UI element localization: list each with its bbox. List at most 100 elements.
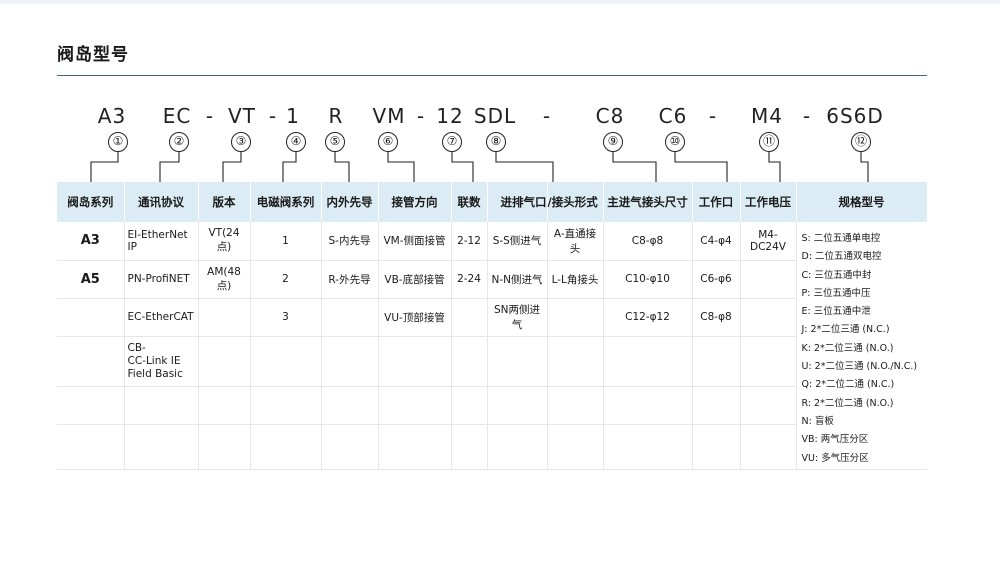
table-cell: C8-φ8	[692, 298, 741, 337]
table-cell	[740, 260, 797, 299]
table-row: CB- CC-Link IE Field Basic	[57, 336, 927, 387]
table-cell	[198, 386, 251, 425]
table-cell	[740, 424, 797, 470]
code-separator: -	[205, 104, 215, 128]
spec-model-item: U: 2*二位三通 (N.O./N.C.)	[801, 361, 918, 373]
table-row: A3 EI-EtherNet IP VT(24点) 1 S-内先导 VM-侧面接…	[57, 222, 927, 470]
table-cell	[603, 386, 693, 425]
code-segment: VM	[372, 104, 406, 128]
table-cell	[692, 386, 741, 425]
model-spec-table: 阀岛系列 通讯协议 版本 电磁阀系列 内外先导 接管方向 联数 进排气口 /接头…	[57, 182, 928, 470]
table-cell: S-S侧进气	[487, 222, 548, 261]
header-cell: 工作电压	[740, 182, 797, 222]
code-segment: SDL	[473, 104, 517, 128]
table-cell	[547, 298, 604, 337]
segment-number: ⑨	[603, 132, 623, 152]
header-cell: 接管方向	[378, 182, 452, 222]
spec-model-item: S: 二位五通单电控	[801, 233, 881, 244]
segment-number: ⑥	[378, 132, 398, 152]
code-separator: -	[802, 104, 812, 128]
table-cell: A-直通接头	[547, 222, 604, 261]
table-cell	[451, 386, 488, 425]
table-cell	[57, 424, 125, 470]
table-cell: VB-底部接管	[378, 260, 452, 299]
connector-8	[495, 152, 554, 182]
connector-10	[674, 152, 728, 182]
table-cell	[487, 336, 548, 387]
connector-1	[90, 152, 119, 182]
code-segment: VT	[228, 104, 256, 128]
connector-6	[387, 152, 415, 182]
table-cell: SN两侧进气	[487, 298, 548, 337]
table-cell	[692, 336, 741, 387]
spec-model-item: J: 2*二位三通 (N.C.)	[801, 324, 890, 336]
table-cell: C12-φ12	[603, 298, 693, 337]
table-cell	[57, 336, 125, 387]
connector-4	[282, 152, 297, 182]
table-cell	[321, 386, 379, 425]
header-cell: 版本	[198, 182, 251, 222]
header-cell: 电磁阀系列	[250, 182, 322, 222]
table-cell: VT(24点)	[198, 222, 251, 261]
header-cell: 阀岛系列	[57, 182, 125, 222]
table-cell: C6-φ6	[692, 260, 741, 299]
spec-model-item: C: 三位五通中封	[801, 269, 872, 281]
header-cell: 通讯协议	[124, 182, 199, 222]
table-cell: PN-ProfiNET	[124, 260, 199, 299]
table-cell: VM-侧面接管	[378, 222, 452, 261]
table-cell: A3	[57, 222, 125, 261]
code-separator: -	[708, 104, 718, 128]
segment-number: ⑤	[325, 132, 345, 152]
table-cell	[451, 336, 488, 387]
table-cell	[378, 336, 452, 387]
header-cell: /接头形式	[547, 182, 604, 222]
code-separator: -	[268, 104, 278, 128]
table-row	[57, 424, 927, 470]
multiline-text: CB- CC-Link IE Field Basic	[127, 341, 183, 380]
table-cell: 3	[250, 298, 322, 337]
segment-number: ⑩	[665, 132, 685, 152]
table-cell: C4-φ4	[692, 222, 741, 261]
spec-model-item: D: 二位五通双电控	[801, 251, 882, 263]
table-cell	[57, 298, 125, 337]
table-cell: C8-φ8	[603, 222, 693, 261]
segment-number: ②	[169, 132, 189, 152]
table-cell	[321, 298, 379, 337]
top-divider	[0, 0, 1000, 4]
table-cell: EC-EtherCAT	[124, 298, 199, 337]
table-cell	[603, 424, 693, 470]
header-cell: 工作口	[692, 182, 741, 222]
code-segment: C8	[595, 104, 625, 128]
table-cell	[487, 424, 548, 470]
table-cell	[378, 386, 452, 425]
page-title: 阀岛型号	[57, 45, 129, 65]
table-cell	[692, 424, 741, 470]
spec-model-list: S: 二位五通单电控 D: 二位五通双电控 C: 三位五通中封 P: 三位五通中…	[796, 222, 927, 470]
header-cell: 主进气接头尺寸	[603, 182, 693, 222]
table-cell	[603, 336, 693, 387]
table-cell: 2-24	[451, 260, 488, 299]
table-cell	[487, 386, 548, 425]
table-cell: R-外先导	[321, 260, 379, 299]
table-cell: N-N侧进气	[487, 260, 548, 299]
table-cell	[198, 336, 251, 387]
segment-number: ③	[231, 132, 251, 152]
table-cell	[57, 386, 125, 425]
table-cell	[547, 386, 604, 425]
table-cell: S-内先导	[321, 222, 379, 261]
table-cell: AM(48点)	[198, 260, 251, 299]
table-row: A5 PN-ProfiNET AM(48点) 2 R-外先导 VB-底部接管 2…	[57, 260, 927, 299]
code-separator: -	[416, 104, 426, 128]
table-cell	[740, 386, 797, 425]
spec-model-item: R: 2*二位二通 (N.O.)	[801, 397, 894, 409]
header-cell: 规格型号	[796, 182, 928, 222]
segment-number: ⑧	[486, 132, 506, 152]
header-cell: 进排气口	[487, 182, 548, 222]
connector-5	[334, 152, 350, 182]
title-underline	[57, 75, 927, 76]
connector-3	[222, 152, 242, 182]
table-cell	[378, 424, 452, 470]
table-cell	[124, 386, 199, 425]
table-cell	[250, 424, 322, 470]
spec-model-item: K: 2*二位三通 (N.O.)	[801, 342, 894, 354]
